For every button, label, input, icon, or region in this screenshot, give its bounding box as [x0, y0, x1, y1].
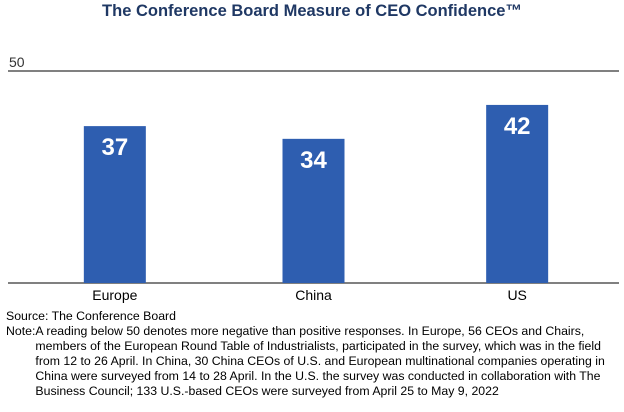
note-label: Note: — [6, 324, 36, 338]
bar-us — [486, 104, 549, 283]
x-tick-label-europe: Europe — [92, 287, 137, 303]
chart-title: The Conference Board Measure of CEO Conf… — [102, 2, 522, 20]
x-tick-label-china: China — [295, 287, 332, 303]
note-text: A reading below 50 denotes more negative… — [35, 324, 605, 398]
data-label-europe: 37 — [101, 134, 128, 161]
data-label-us: 42 — [504, 113, 531, 140]
bar-china — [282, 138, 345, 283]
bar-europe — [83, 126, 146, 284]
x-tick-label-us: US — [507, 287, 526, 303]
bar-chart: 50 37 Europe 34 China 42 US — [8, 54, 619, 303]
note-row: Note: A reading below 50 denotes more ne… — [6, 324, 620, 399]
y-tick-label: 50 — [9, 54, 25, 70]
chart-footer: Source: The Conference Board Note: A rea… — [6, 309, 620, 399]
data-label-china: 34 — [300, 147, 327, 174]
source-note: Source: The Conference Board — [6, 309, 176, 323]
